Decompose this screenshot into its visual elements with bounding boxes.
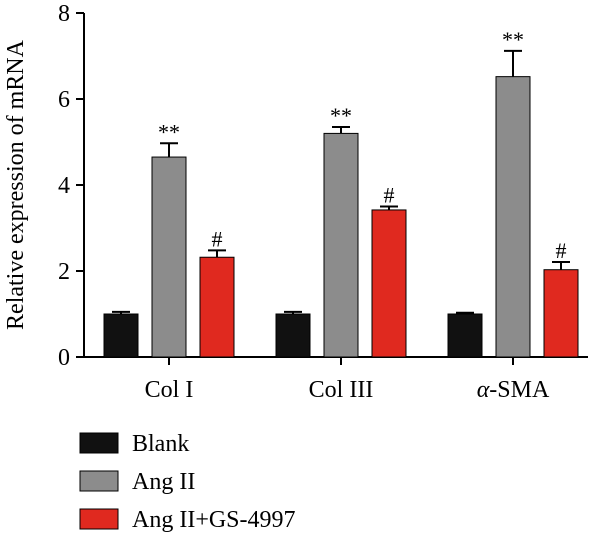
y-axis-title: Relative expression of mRNA	[3, 39, 29, 330]
alpha-symbol: α	[477, 377, 490, 403]
bar	[371, 209, 407, 358]
y-tick-label: 0	[58, 345, 70, 371]
legend-label: Ang II	[132, 469, 195, 495]
legend-swatch	[79, 470, 119, 492]
bar	[151, 156, 187, 358]
bar	[495, 76, 531, 358]
bar	[543, 269, 579, 358]
bar	[323, 132, 359, 358]
y-tick-label: 8	[58, 1, 70, 27]
bar	[275, 313, 311, 358]
legend: Blank Ang II Ang II+GS-4997	[79, 431, 296, 533]
bar	[103, 313, 139, 358]
bar	[447, 313, 483, 358]
significance-label: **	[330, 103, 352, 128]
legend-label: Ang II+GS-4997	[132, 507, 296, 533]
significance-label: #	[384, 183, 395, 208]
x-category-label: Col I	[145, 377, 194, 403]
y-tick-label: 2	[58, 259, 70, 285]
significance-label: **	[502, 27, 524, 52]
x-category-label: Col III	[309, 377, 374, 403]
x-category-label: α-SMA	[477, 377, 550, 403]
legend-label: Blank	[132, 431, 189, 457]
bar	[199, 256, 235, 358]
significance-label: #	[212, 226, 223, 251]
y-tick-label: 6	[58, 87, 70, 113]
category-label-rest: -SMA	[489, 377, 550, 403]
y-tick-label: 4	[58, 173, 70, 199]
legend-swatch	[79, 432, 119, 454]
legend-swatch	[79, 508, 119, 530]
significance-label: **	[158, 119, 180, 144]
plot-area: 0 2 4 6 8 ** # Col I ** # Col III ** # α-SMA	[58, 1, 588, 403]
significance-label: #	[556, 238, 567, 263]
